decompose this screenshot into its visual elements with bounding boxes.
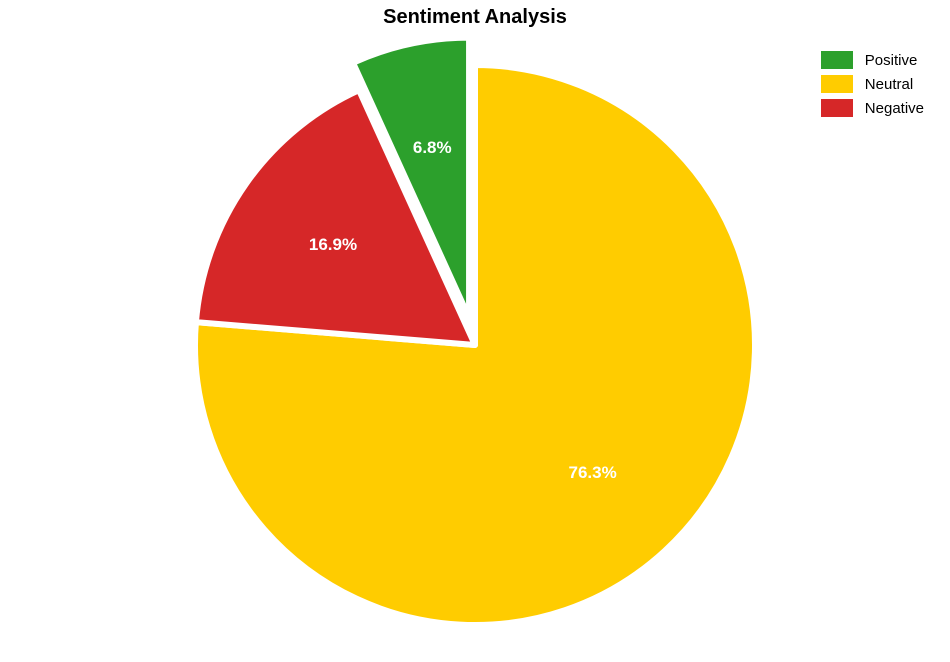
legend: Positive Neutral Negative bbox=[821, 48, 924, 120]
legend-label-positive: Positive bbox=[865, 52, 918, 69]
sentiment-pie-chart: Sentiment Analysis 76.3%16.9%6.8% Positi… bbox=[0, 0, 950, 662]
legend-label-negative: Negative bbox=[865, 100, 924, 117]
slice-label-negative: 16.9% bbox=[309, 235, 357, 255]
slice-label-positive: 6.8% bbox=[413, 138, 452, 158]
legend-swatch-positive bbox=[821, 51, 853, 69]
legend-swatch-negative bbox=[821, 99, 853, 117]
pie-svg bbox=[0, 0, 950, 662]
legend-item-negative: Negative bbox=[821, 96, 924, 120]
legend-item-positive: Positive bbox=[821, 48, 924, 72]
legend-swatch-neutral bbox=[821, 75, 853, 93]
slice-label-neutral: 76.3% bbox=[569, 463, 617, 483]
legend-item-neutral: Neutral bbox=[821, 72, 924, 96]
legend-label-neutral: Neutral bbox=[865, 76, 913, 93]
